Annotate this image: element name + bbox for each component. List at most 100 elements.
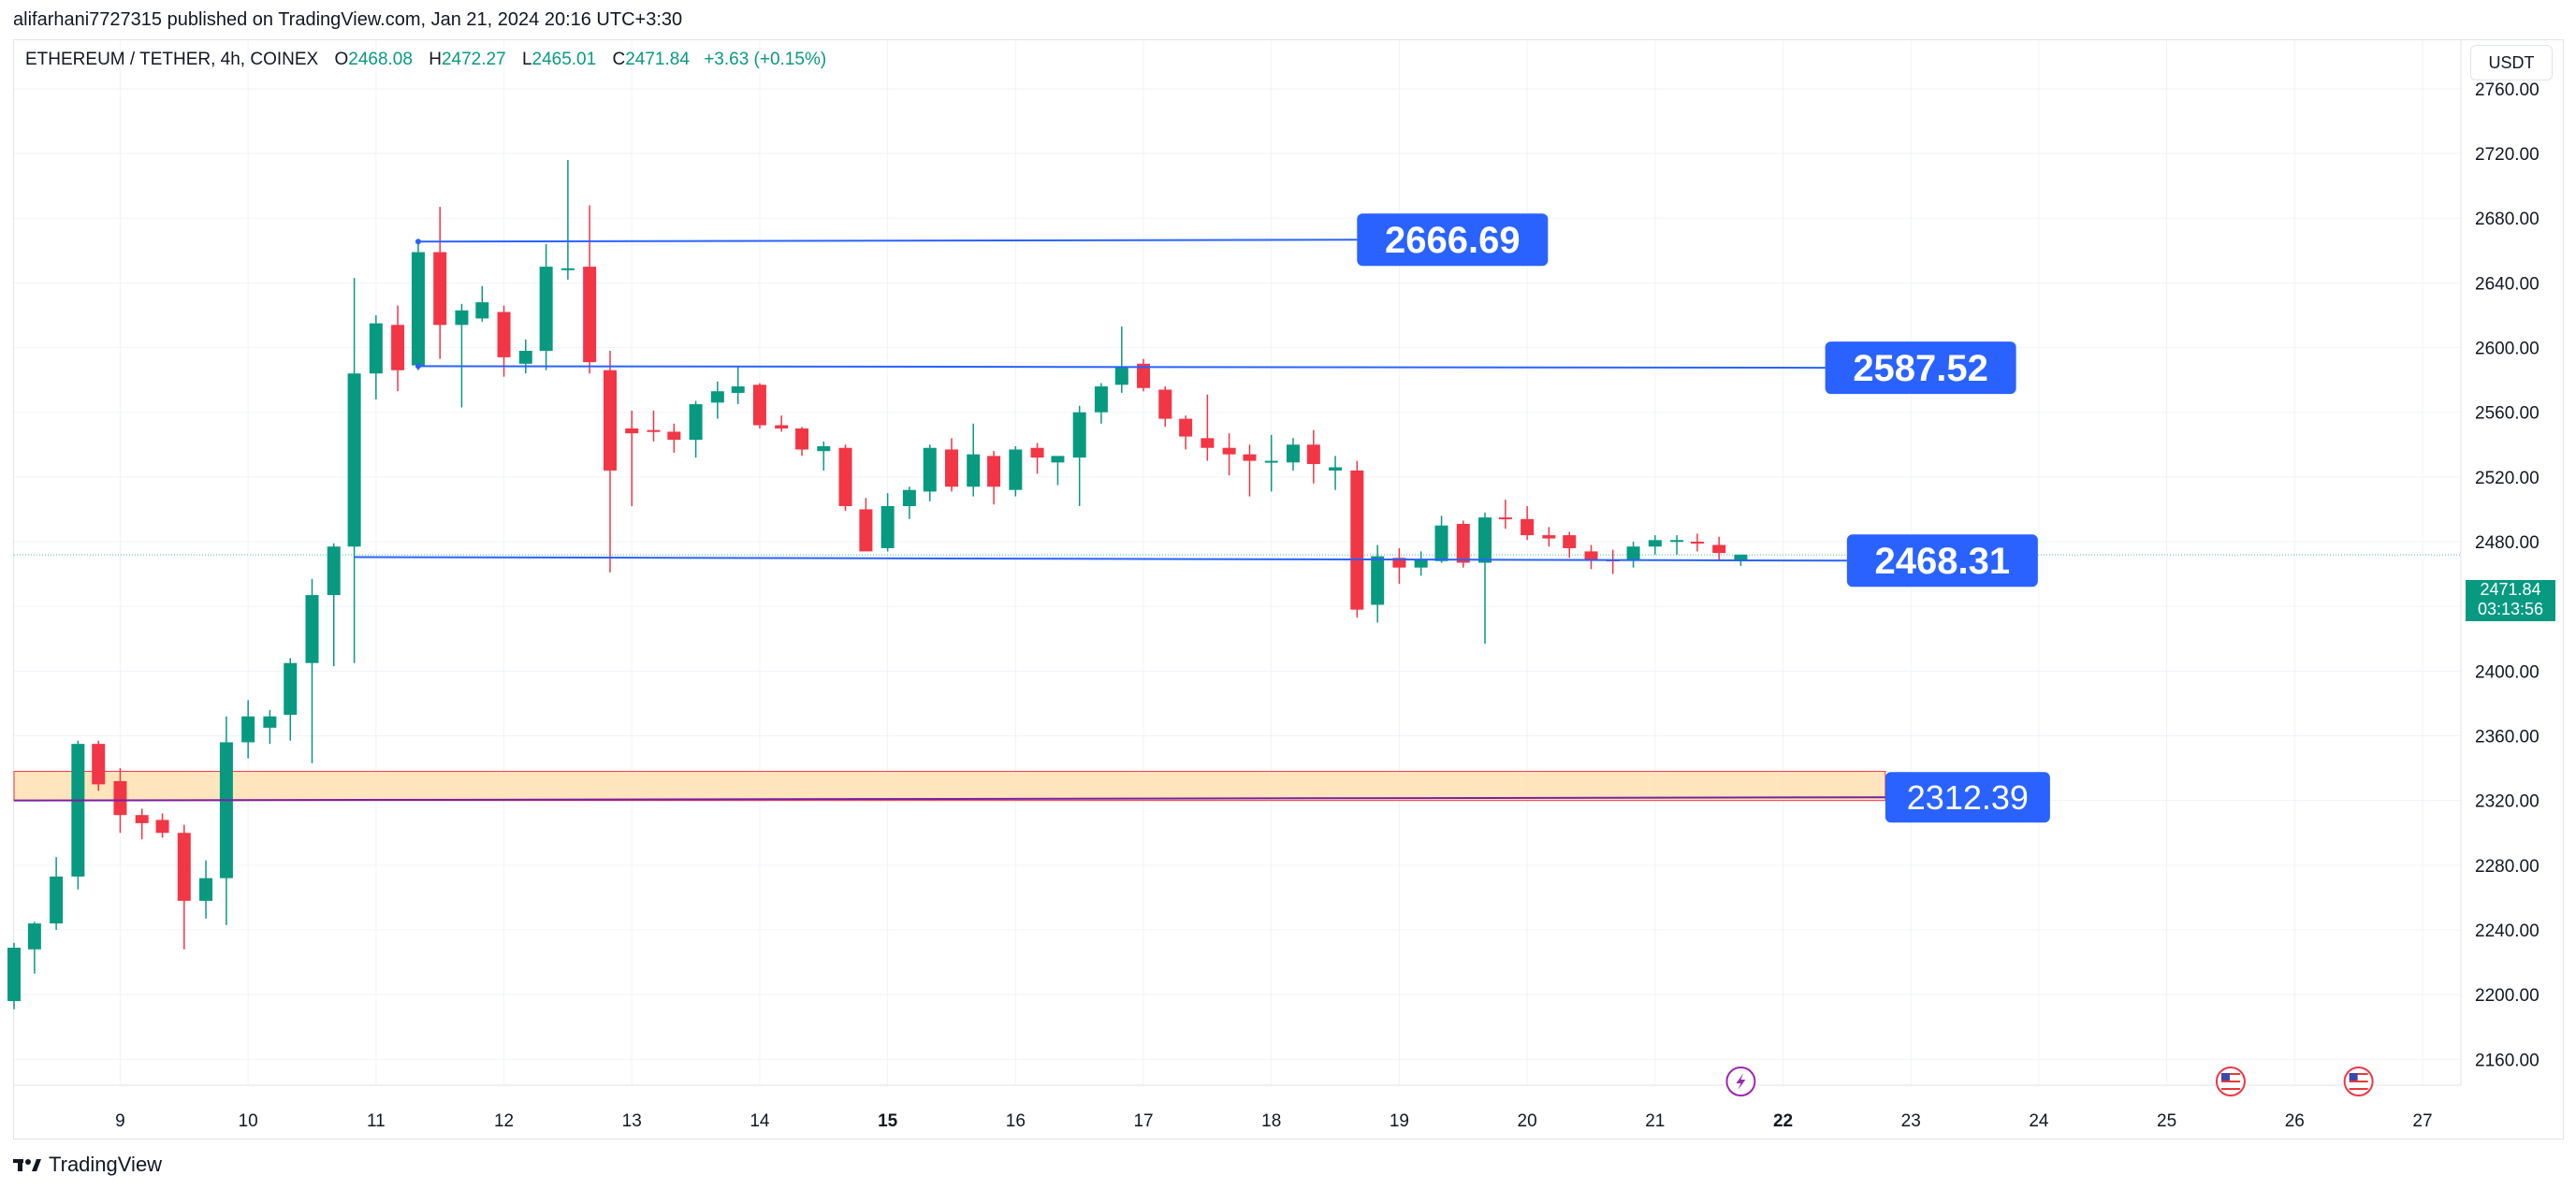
y-tick-label: 2400.00 xyxy=(2475,662,2540,682)
x-tick-label: 21 xyxy=(1645,1111,1665,1131)
candle-body xyxy=(1392,558,1406,568)
candle-body xyxy=(433,252,447,326)
brand-name: TradingView xyxy=(49,1153,163,1176)
us-flag-event-icon[interactable] xyxy=(2343,1067,2374,1096)
y-tick-label: 2480.00 xyxy=(2475,533,2540,553)
bar-countdown: 03:13:56 xyxy=(2477,600,2544,618)
candle-body xyxy=(1329,467,1343,471)
candle-body xyxy=(604,370,618,471)
x-tick-label: 19 xyxy=(1390,1111,1409,1131)
candle-body xyxy=(92,744,106,785)
candle-body xyxy=(199,878,213,901)
x-tick-label: 13 xyxy=(622,1111,642,1131)
symbol-label[interactable]: ETHEREUM / TETHER, 4h, COINEX xyxy=(25,50,319,69)
chart-frame xyxy=(13,39,2564,1139)
candle-body xyxy=(987,456,1001,487)
candle-body xyxy=(1478,517,1492,563)
last-price-value: 2471.84 xyxy=(2480,580,2541,599)
candle-body xyxy=(327,546,341,596)
candle-body xyxy=(625,428,639,434)
candle-body xyxy=(1158,389,1172,419)
x-tick-label: 27 xyxy=(2412,1111,2432,1131)
low-value: 2465.01 xyxy=(531,50,597,69)
flag-stripe xyxy=(2349,1088,2368,1090)
candle-body xyxy=(1030,447,1044,458)
candle-body xyxy=(1009,449,1023,490)
candle-body xyxy=(752,385,766,426)
candle-body xyxy=(1626,546,1640,560)
price-level-value: 2312.39 xyxy=(1907,778,2029,817)
candle-body xyxy=(1434,525,1448,561)
us-flag-event-icon[interactable] xyxy=(2215,1067,2246,1096)
candle-body xyxy=(967,454,981,487)
flag-stripe xyxy=(2220,1081,2240,1082)
published-caption: alifarhani7727315 published on TradingVi… xyxy=(13,9,683,30)
x-tick-label: 16 xyxy=(1006,1111,1026,1131)
change-value: +3.63 (+0.15%) xyxy=(704,50,827,69)
y-tick-label: 2200.00 xyxy=(2475,986,2540,1006)
open-key: O xyxy=(334,50,349,69)
candle-body xyxy=(518,350,532,364)
lightning-bolt xyxy=(1736,1073,1746,1090)
candle-body xyxy=(263,716,277,728)
candle-body xyxy=(859,509,873,552)
price-level-label: 2468.31 xyxy=(1846,534,2038,588)
y-tick-label: 2720.00 xyxy=(2475,145,2540,165)
candle-body xyxy=(1114,367,1128,385)
x-tick-label: 15 xyxy=(878,1111,898,1131)
y-tick-label: 2640.00 xyxy=(2475,274,2540,294)
low-key: L xyxy=(521,50,532,69)
candle-body xyxy=(560,268,575,270)
flag-stripe xyxy=(2220,1084,2240,1086)
x-tick-label: 17 xyxy=(1133,1111,1153,1131)
candle-body xyxy=(305,595,319,663)
candle-body xyxy=(177,833,191,901)
candle-body xyxy=(1670,540,1684,543)
price-level-line xyxy=(417,365,1826,370)
candle-body xyxy=(667,431,681,441)
flag-canton xyxy=(2220,1073,2230,1081)
price-level-label: 2587.52 xyxy=(1825,341,2016,395)
y-tick-label: 2360.00 xyxy=(2475,728,2540,747)
flag-stripe xyxy=(2349,1081,2368,1082)
candle-body xyxy=(1498,517,1512,520)
candle-body xyxy=(1371,556,1385,605)
candle-body xyxy=(155,820,169,834)
candle-body xyxy=(50,876,64,924)
candle-body xyxy=(880,505,895,548)
lightning-event-icon[interactable] xyxy=(1725,1067,1756,1096)
price-level-line xyxy=(13,796,1885,802)
currency-unit-button[interactable]: USDT xyxy=(2470,45,2553,80)
x-tick-label: 18 xyxy=(1261,1111,1281,1131)
candle-body xyxy=(1137,363,1151,388)
y-tick-label: 2560.00 xyxy=(2475,404,2540,424)
candle-body xyxy=(411,252,425,366)
candle-body xyxy=(1094,386,1108,413)
candle-body xyxy=(1350,470,1364,610)
support-zone xyxy=(13,771,1886,802)
tradingview-logo[interactable]: TradingView xyxy=(13,1153,162,1177)
y-tick-label: 2320.00 xyxy=(2475,792,2540,812)
x-tick-label: 24 xyxy=(2029,1111,2049,1131)
y-tick-label: 2760.00 xyxy=(2475,80,2540,100)
candle-body xyxy=(241,716,255,743)
x-tick-label: 22 xyxy=(1773,1111,1793,1131)
candle-body xyxy=(817,446,831,452)
flag-stripe xyxy=(2349,1077,2368,1079)
candle-body xyxy=(71,744,85,877)
price-level-value: 2666.69 xyxy=(1385,220,1521,261)
flag-stripe xyxy=(2349,1084,2368,1086)
candle-body xyxy=(731,386,745,393)
candle-body xyxy=(1712,544,1726,554)
candle-body xyxy=(944,449,958,487)
price-level-value: 2587.52 xyxy=(1853,348,1988,389)
candle-body xyxy=(1243,454,1257,461)
open-value: 2468.08 xyxy=(348,50,413,69)
y-tick-label: 2680.00 xyxy=(2475,210,2540,229)
x-tick-label: 9 xyxy=(115,1111,125,1131)
x-tick-label: 11 xyxy=(367,1111,386,1131)
candle-body xyxy=(27,923,41,950)
price-level-line xyxy=(417,239,1358,243)
x-tick-label: 12 xyxy=(494,1111,514,1131)
